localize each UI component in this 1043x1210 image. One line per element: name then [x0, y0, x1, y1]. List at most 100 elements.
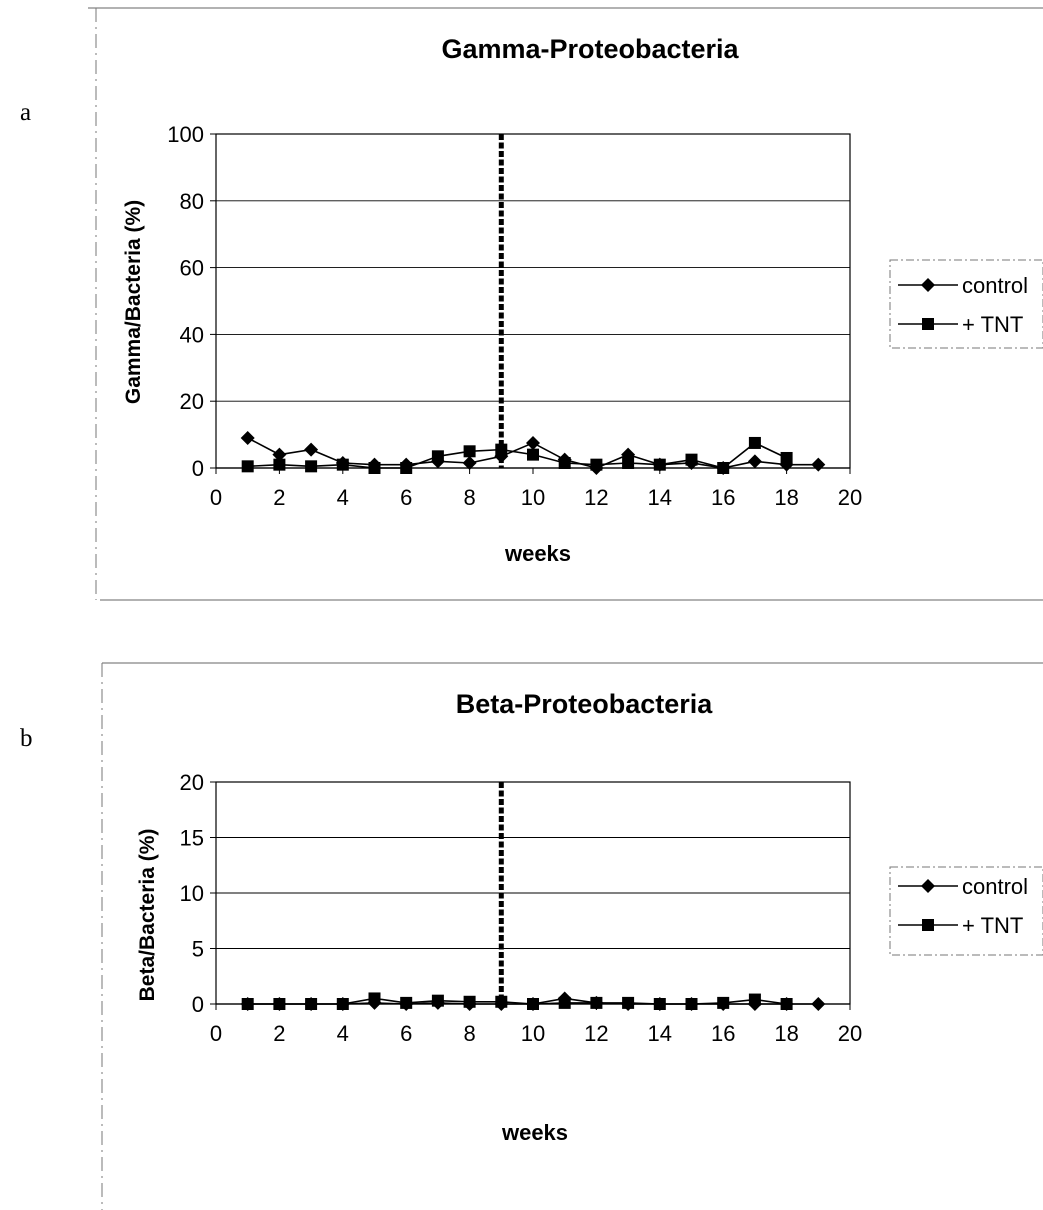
- y-tick-label: 20: [180, 389, 204, 414]
- data-point-tnt: [558, 456, 571, 469]
- legend-box-b: [889, 866, 1043, 956]
- y-axis-label-a: Gamma/Bacteria (%): [122, 200, 145, 404]
- data-point-tnt: [780, 451, 793, 464]
- data-point-tnt: [241, 460, 254, 473]
- data-point-tnt: [273, 998, 286, 1010]
- data-point-tnt: [368, 992, 381, 1005]
- data-point-tnt: [400, 996, 413, 1009]
- plot-area-b: 0 5 10 15 20 0 2 4 6 8 10 12 14 16 18 20: [180, 770, 863, 1046]
- x-axis-label-b: weeks: [501, 1120, 568, 1145]
- x-tick-label: 8: [463, 485, 475, 510]
- legend-b: control + TNT: [889, 866, 1043, 956]
- square-marker-icon: [922, 919, 934, 931]
- x-tick-label: 2: [273, 1021, 285, 1046]
- y-tick-label: 5: [192, 937, 204, 962]
- x-tick-label: 18: [774, 1021, 798, 1046]
- data-point-tnt: [558, 996, 571, 1009]
- data-point-tnt: [368, 462, 381, 474]
- x-tick-label: 0: [210, 485, 222, 510]
- y-tick-label: 15: [180, 826, 204, 851]
- legend-label-tnt-a: + TNT: [962, 312, 1023, 337]
- x-tick-label: 20: [838, 1021, 862, 1046]
- diamond-marker-icon: [921, 278, 935, 292]
- x-tick-label: 4: [337, 485, 349, 510]
- data-point-control: [526, 435, 540, 450]
- data-point-tnt: [336, 998, 349, 1010]
- x-tick-label: 10: [521, 1021, 545, 1046]
- y-tick-label: 60: [180, 256, 204, 281]
- legend-item-tnt-a: + TNT: [898, 312, 1023, 337]
- data-point-tnt: [717, 462, 730, 474]
- y-tick-label: 100: [167, 122, 204, 147]
- chart-panel-a: a Gamma-Proteobacteria Gamma/Bacteria (%…: [20, 34, 1043, 566]
- data-point-tnt: [463, 995, 476, 1008]
- x-tick-label: 16: [711, 485, 735, 510]
- x-tick-label: 6: [400, 1021, 412, 1046]
- data-point-control: [747, 454, 762, 469]
- y-tick-label: 40: [180, 322, 204, 347]
- chart-title-a: Gamma-Proteobacteria: [441, 34, 739, 64]
- legend-item-control-b: control: [898, 874, 1028, 899]
- data-point-tnt: [527, 998, 539, 1010]
- y-axis-label-b: Beta/Bacteria (%): [136, 829, 159, 1002]
- legend-box-a: [889, 259, 1043, 349]
- x-tick-label: 2: [273, 485, 285, 510]
- x-tick-label: 20: [838, 485, 862, 510]
- square-marker-icon: [922, 318, 934, 330]
- x-tick-label: 18: [774, 485, 798, 510]
- data-point-tnt: [685, 453, 698, 466]
- panel-label-b: b: [20, 725, 33, 752]
- legend-label-tnt-b: + TNT: [962, 913, 1023, 938]
- y-tick-label: 80: [180, 189, 204, 214]
- plot-border: [215, 133, 851, 469]
- panel-a-frame: [88, 7, 1043, 601]
- data-point-tnt: [685, 998, 698, 1010]
- data-point-control: [272, 447, 287, 462]
- data-point-tnt: [495, 443, 508, 456]
- x-tick-label: 4: [337, 1021, 349, 1046]
- data-point-control: [462, 455, 477, 470]
- data-point-tnt: [590, 458, 603, 471]
- legend-label-control-a: control: [962, 273, 1028, 298]
- x-tick-label: 14: [648, 485, 672, 510]
- chart-panel-b: b Beta-Proteobacteria Beta/Bacteria (%) …: [20, 689, 1043, 1145]
- data-point-tnt: [241, 998, 254, 1010]
- legend-item-control-a: control: [898, 273, 1028, 298]
- data-point-control: [811, 457, 826, 472]
- y-tick-label: 10: [180, 881, 204, 906]
- data-point-tnt: [463, 445, 476, 458]
- data-point-tnt: [400, 462, 413, 474]
- data-point-tnt: [527, 448, 539, 461]
- diamond-marker-icon: [921, 879, 935, 893]
- data-point-tnt: [748, 993, 761, 1006]
- x-tick-label: 10: [521, 485, 545, 510]
- x-tick-label: 12: [584, 1021, 608, 1046]
- data-point-tnt: [431, 994, 444, 1007]
- x-tick-label: 14: [648, 1021, 672, 1046]
- data-point-tnt: [653, 458, 666, 471]
- data-point-tnt: [336, 458, 349, 471]
- x-axis-label-a: weeks: [504, 541, 571, 566]
- data-point-tnt: [653, 998, 666, 1010]
- data-point-tnt: [748, 436, 761, 449]
- panel-label-a: a: [20, 99, 31, 126]
- data-point-tnt: [305, 998, 318, 1010]
- data-point-tnt: [305, 460, 318, 473]
- x-tick-label: 0: [210, 1021, 222, 1046]
- data-point-tnt: [495, 995, 508, 1008]
- y-tick-label: 0: [192, 992, 204, 1017]
- x-tick-label: 16: [711, 1021, 735, 1046]
- series-line-tnt: [247, 997, 787, 1005]
- data-point-tnt: [273, 458, 286, 471]
- series-line-tnt: [247, 442, 787, 469]
- legend-label-control-b: control: [962, 874, 1028, 899]
- x-tick-label: 6: [400, 485, 412, 510]
- y-tick-label: 20: [180, 770, 204, 795]
- legend-item-tnt-b: + TNT: [898, 913, 1023, 938]
- panel-b-frame: [101, 662, 1043, 1210]
- y-tick-label: 0: [192, 456, 204, 481]
- x-tick-label: 8: [463, 1021, 475, 1046]
- data-point-tnt: [622, 996, 635, 1009]
- data-point-control: [240, 430, 255, 445]
